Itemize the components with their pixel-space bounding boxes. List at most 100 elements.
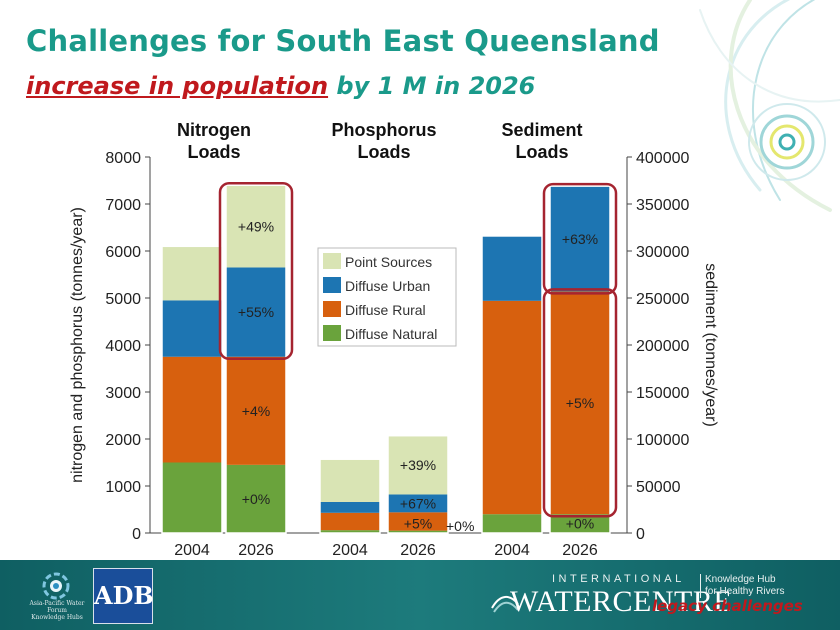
bar-segment <box>162 462 222 533</box>
bar-segment <box>388 494 448 513</box>
bar-segment <box>320 459 380 502</box>
bar-segment <box>388 512 448 531</box>
bar-segment <box>226 267 286 357</box>
x-tick-label: 2004 <box>174 542 210 559</box>
legacy-challenges-label: legacy challenges <box>652 597 803 615</box>
apwf-caption: Asia-Pacific Water Forum Knowledge Hubs <box>26 600 88 621</box>
x-tick-label: 2026 <box>238 542 274 559</box>
slide-title: Challenges for South East Queensland <box>26 24 660 58</box>
legend-swatch <box>323 325 341 341</box>
y-tick-label-right: 150000 <box>636 385 689 402</box>
y-tick-label-right: 50000 <box>636 479 681 496</box>
percent-annotation: +5% <box>566 395 594 411</box>
highlight-box <box>542 288 618 518</box>
bar-outline <box>481 235 543 534</box>
group-label: Phosphorus <box>331 120 436 140</box>
y-tick-label-right: 300000 <box>636 244 689 261</box>
percent-annotation: +55% <box>238 304 274 320</box>
swirl-decoration <box>699 0 840 212</box>
percent-annotation: +0% <box>446 518 474 534</box>
bar-segment <box>320 512 380 531</box>
apwf-name: Asia-Pacific Water Forum <box>29 600 85 614</box>
hub-line-2: for Healthy Rivers <box>705 586 785 597</box>
adb-logo: ADB <box>93 568 154 624</box>
y-tick-label-left: 2000 <box>105 432 141 449</box>
bar-segment <box>482 300 542 515</box>
percent-annotation: +49% <box>238 218 274 234</box>
group-label: Loads <box>187 142 240 162</box>
bar-segment <box>388 435 448 495</box>
bar-segment <box>550 514 610 533</box>
y-tick-label-left: 7000 <box>105 197 141 214</box>
bar-outline <box>549 185 611 534</box>
bar-segment <box>388 530 448 533</box>
hub-line-1: Knowledge Hub <box>705 574 776 585</box>
legend-label: Diffuse Urban <box>345 278 430 294</box>
group-label: Nitrogen <box>177 120 251 140</box>
y-tick-label-left: 4000 <box>105 338 141 355</box>
footer-banner: Asia-Pacific Water Forum Knowledge Hubs … <box>0 560 840 630</box>
x-tick-label: 2004 <box>494 542 530 559</box>
bar-outline <box>387 434 449 534</box>
slide-subtitle: increase in population by 1 M in 2026 <box>26 72 535 100</box>
legend-label: Diffuse Rural <box>345 302 426 318</box>
highlight-box <box>218 181 294 360</box>
x-tick-label: 2026 <box>562 542 598 559</box>
wave-icon <box>491 596 519 613</box>
x-tick-label: 2026 <box>400 542 436 559</box>
y-tick-label-left: 5000 <box>105 291 141 308</box>
bar-segment <box>226 356 286 465</box>
y-axis-label-left: nitrogen and phosphorus (tonnes/year) <box>69 207 86 483</box>
group-label: Sediment <box>501 120 582 140</box>
subtitle-highlight: increase in population <box>26 72 329 100</box>
y-tick-label-right: 200000 <box>636 338 689 355</box>
bar-segment <box>320 530 380 533</box>
y-tick-label-right: 350000 <box>636 197 689 214</box>
bar-segment <box>162 356 222 463</box>
y-tick-label-left: 0 <box>132 526 141 543</box>
apwf-logo-icon <box>42 572 70 600</box>
y-tick-label-right: 100000 <box>636 432 689 449</box>
bar-segment <box>482 235 542 301</box>
bar-segment <box>482 514 542 533</box>
knowledge-hub-label: Knowledge Hub for Healthy Rivers <box>700 574 784 598</box>
group-label: Loads <box>357 142 410 162</box>
percent-annotation: +5% <box>404 516 432 532</box>
legend-swatch <box>323 277 341 293</box>
percent-annotation: +0% <box>242 491 270 507</box>
y-tick-label-left: 8000 <box>105 150 141 167</box>
bar-segment <box>162 300 222 357</box>
y-tick-label-left: 1000 <box>105 479 141 496</box>
bar-segment <box>226 464 286 533</box>
bar-segment <box>550 291 610 515</box>
bar-segment <box>320 501 380 513</box>
legend-label: Point Sources <box>345 254 432 270</box>
legend-label: Diffuse Natural <box>345 326 437 342</box>
legend-swatch <box>323 301 341 317</box>
loads-chart: 0 1000 2000 3000 4000 5000 6000 7000 8000 0 50000 1… <box>69 120 719 559</box>
highlight-box <box>542 182 618 295</box>
percent-annotation: +63% <box>562 231 598 247</box>
bar-outline <box>161 245 223 534</box>
y-axis-label-right: sediment (tonnes/year) <box>702 263 719 427</box>
y-tick-label-right: 0 <box>636 526 645 543</box>
bar-segment <box>226 185 286 268</box>
y-tick-label-right: 250000 <box>636 291 689 308</box>
bar-segment <box>162 246 222 301</box>
international-label: INTERNATIONAL <box>552 573 685 585</box>
percent-annotation: +0% <box>566 516 594 532</box>
y-tick-label-left: 6000 <box>105 244 141 261</box>
y-tick-label-left: 3000 <box>105 385 141 402</box>
y-tick-label-right: 400000 <box>636 150 689 167</box>
bar-outline <box>319 458 381 534</box>
watercentre-logo: WATERCENTRE <box>510 585 733 618</box>
legend-swatch <box>323 253 341 269</box>
x-tick-label: 2004 <box>332 542 368 559</box>
percent-annotation: +39% <box>400 457 436 473</box>
percent-annotation: +67% <box>400 495 436 511</box>
bar-segment <box>550 186 610 292</box>
apwf-tag: Knowledge Hubs <box>31 614 83 621</box>
subtitle-rest: by 1 M in 2026 <box>336 72 536 100</box>
group-label: Loads <box>515 142 568 162</box>
percent-annotation: +4% <box>242 403 270 419</box>
